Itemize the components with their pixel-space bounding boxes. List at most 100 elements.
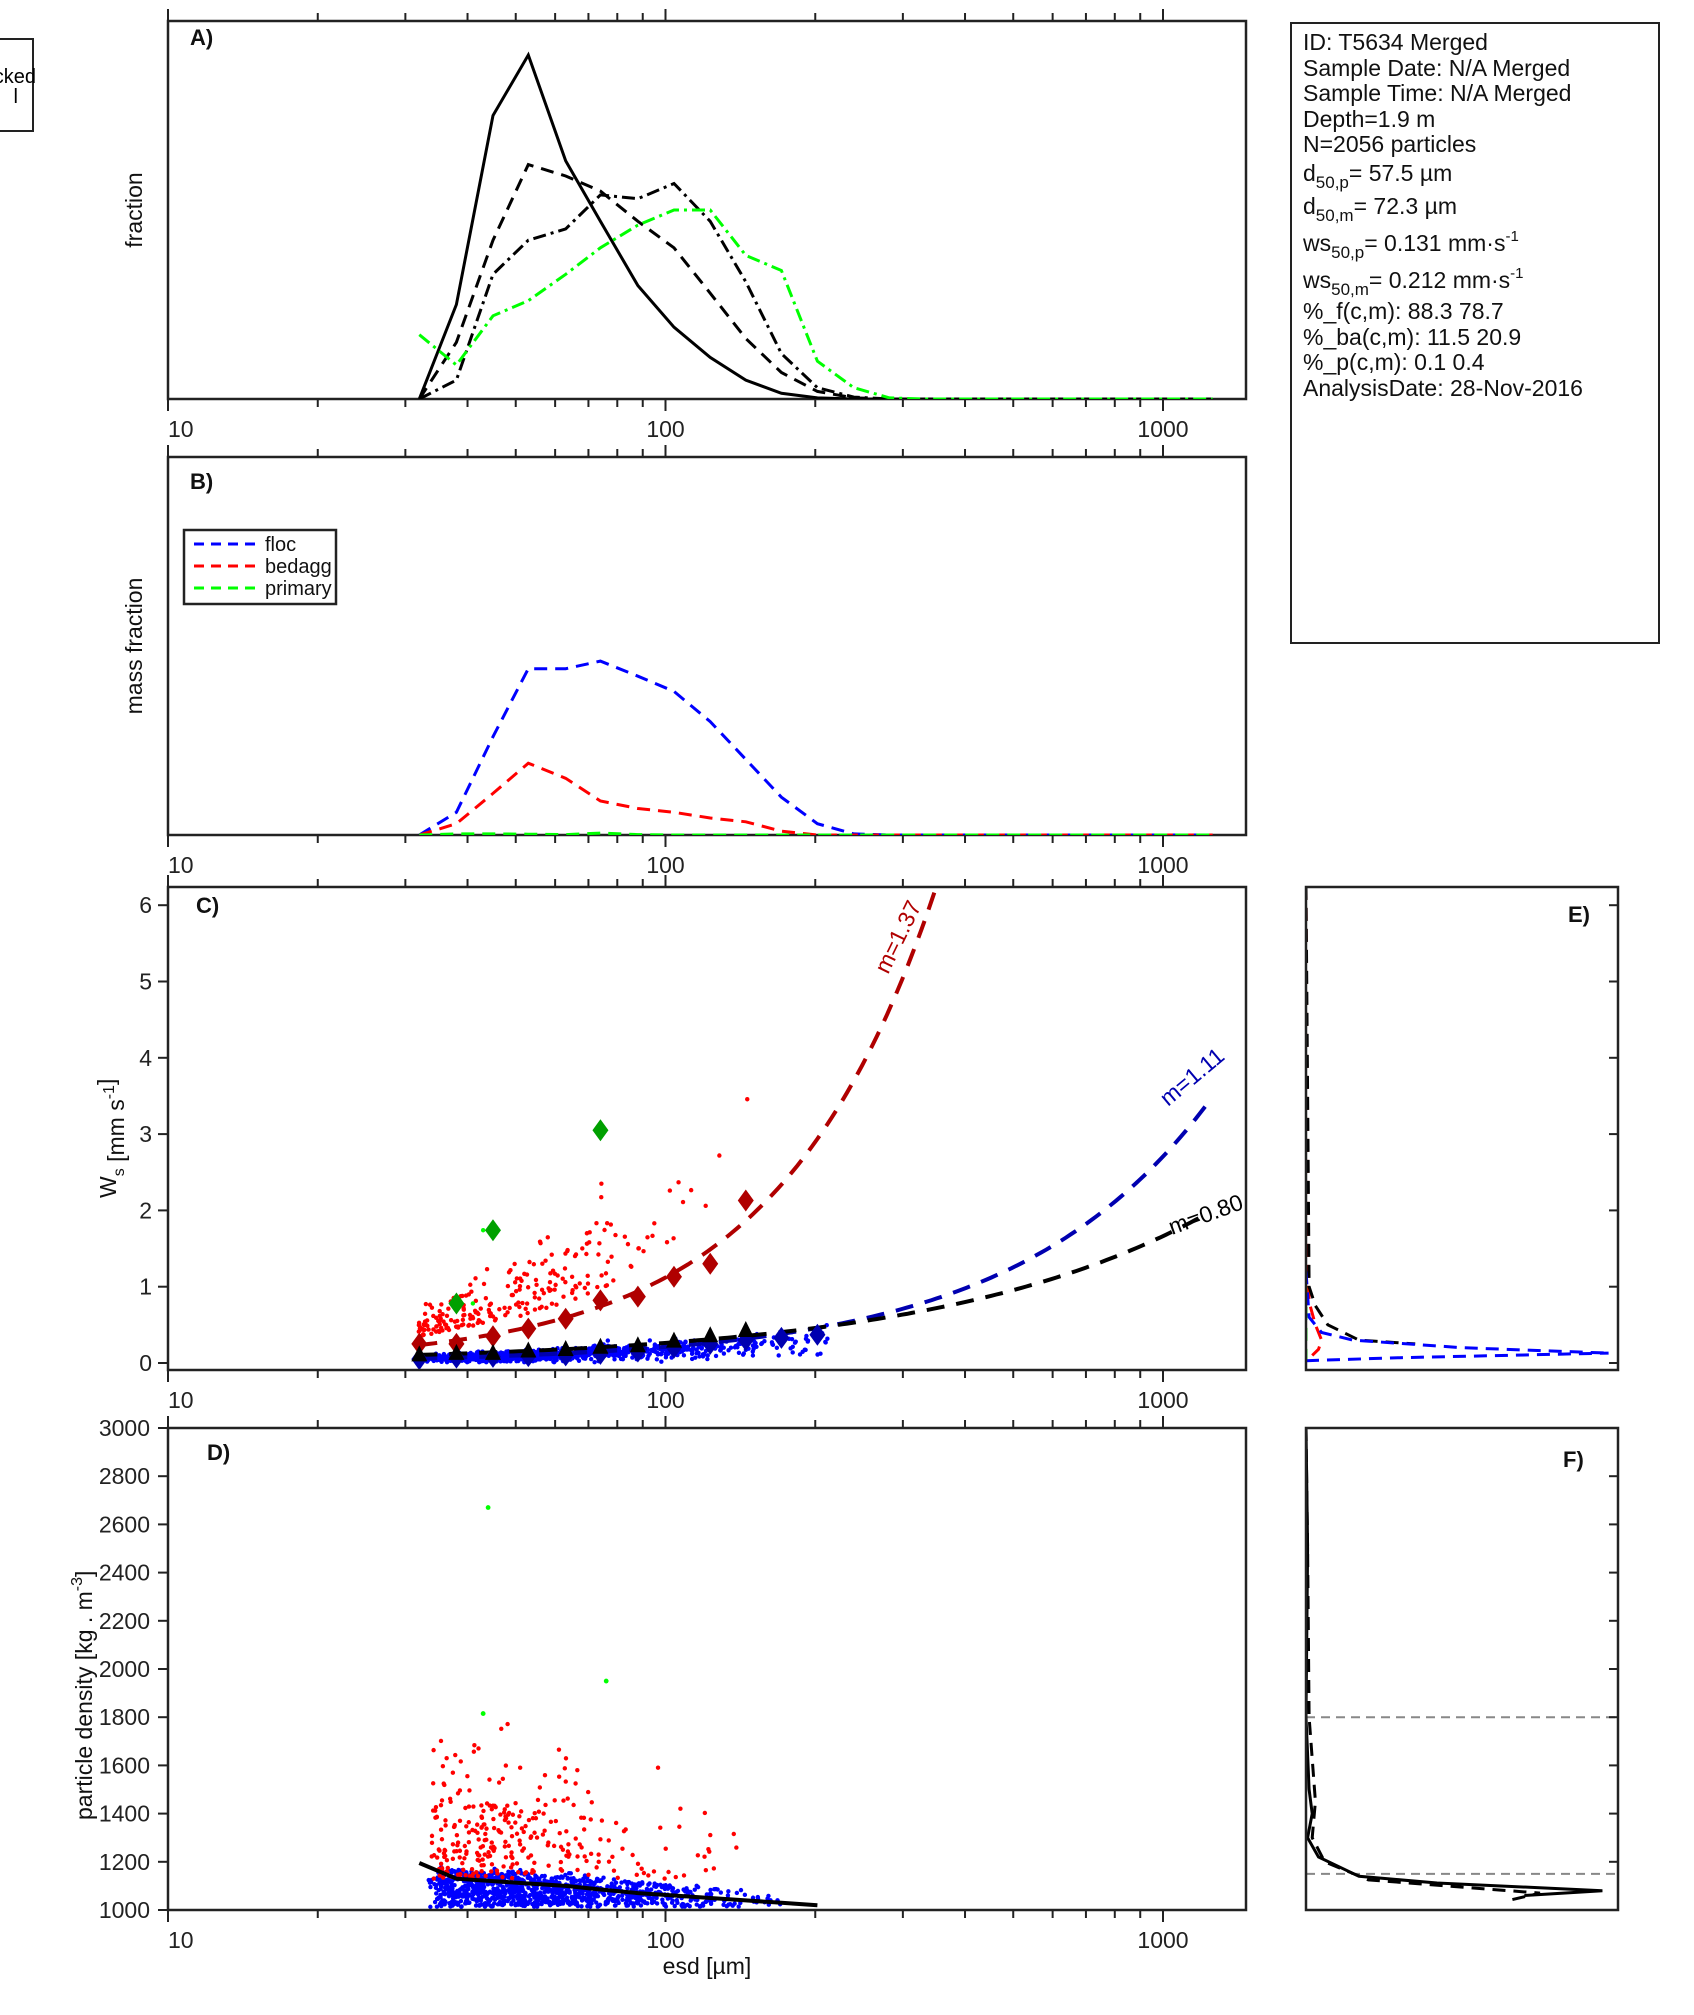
bedagg-point bbox=[615, 1875, 620, 1881]
floc-point bbox=[484, 1895, 490, 1901]
floc-point bbox=[601, 1875, 606, 1880]
bedagg-point bbox=[588, 1851, 594, 1857]
floc-mean-marker bbox=[809, 1323, 826, 1346]
floc-point bbox=[774, 1345, 780, 1351]
floc-point bbox=[481, 1889, 487, 1895]
bedagg-point bbox=[673, 1874, 678, 1880]
bedagg-point bbox=[452, 1319, 458, 1324]
all-mean-marker bbox=[557, 1340, 574, 1357]
bedagg-point bbox=[611, 1868, 617, 1873]
y-tick-label: 2800 bbox=[99, 1463, 150, 1489]
bedagg-point bbox=[429, 1833, 435, 1839]
bedagg-point bbox=[467, 1873, 473, 1879]
bedagg-point bbox=[467, 1788, 472, 1793]
floc-point bbox=[611, 1877, 617, 1882]
floc-point bbox=[522, 1892, 528, 1898]
bedagg-point bbox=[596, 1252, 601, 1257]
bedagg-point bbox=[641, 1248, 646, 1254]
bedagg-point bbox=[528, 1835, 533, 1840]
floc-point bbox=[718, 1346, 724, 1351]
info-ws50p-symbol: ws bbox=[1303, 229, 1332, 256]
bedagg-point bbox=[450, 1770, 456, 1775]
bedagg-point bbox=[535, 1797, 541, 1803]
bedagg-point bbox=[561, 1294, 566, 1299]
bedagg-point bbox=[621, 1828, 627, 1834]
floc-point bbox=[790, 1350, 795, 1355]
bedagg-point bbox=[533, 1277, 539, 1283]
bedagg-point bbox=[520, 1848, 525, 1853]
bedagg-point bbox=[574, 1285, 579, 1290]
floc-point bbox=[769, 1340, 775, 1345]
info-ws50m-sup: -1 bbox=[1510, 264, 1524, 282]
bedagg-point bbox=[475, 1873, 481, 1879]
panel-a-axes bbox=[166, 19, 1248, 401]
bedagg-point bbox=[580, 1246, 585, 1251]
floc-point bbox=[462, 1888, 467, 1893]
bedagg-point bbox=[440, 1763, 446, 1769]
floc-point bbox=[519, 1893, 524, 1899]
floc-point bbox=[622, 1347, 627, 1353]
floc-point bbox=[532, 1900, 538, 1905]
floc-point bbox=[438, 1883, 444, 1889]
bedagg-point bbox=[559, 1868, 565, 1873]
bedagg-point bbox=[584, 1231, 590, 1236]
floc-point bbox=[696, 1350, 701, 1356]
bedagg-point bbox=[471, 1804, 476, 1809]
bedagg-point bbox=[584, 1241, 590, 1246]
bedagg-point bbox=[524, 1272, 530, 1277]
floc-point bbox=[585, 1904, 590, 1909]
primary-point bbox=[480, 1711, 486, 1716]
bedagg-point bbox=[565, 1796, 570, 1801]
floc-point bbox=[567, 1902, 573, 1907]
bedagg-point bbox=[437, 1308, 442, 1314]
floc-point bbox=[505, 1888, 511, 1893]
bedagg-point bbox=[549, 1301, 555, 1306]
floc-point bbox=[512, 1894, 517, 1899]
floc-point bbox=[519, 1898, 524, 1904]
floc-point bbox=[477, 1903, 482, 1908]
bedagg-point bbox=[481, 1281, 487, 1287]
floc-point bbox=[707, 1891, 713, 1897]
bedagg-point bbox=[585, 1291, 590, 1296]
bedagg-point bbox=[585, 1789, 591, 1795]
bedagg-point bbox=[513, 1800, 518, 1806]
floc-point bbox=[584, 1898, 589, 1903]
floc-point bbox=[587, 1892, 592, 1897]
bedagg-point bbox=[539, 1287, 545, 1293]
floc-point bbox=[694, 1883, 699, 1889]
floc-point bbox=[439, 1903, 444, 1909]
y-axis-label: Ws [mm s-1] bbox=[93, 1079, 129, 1198]
floc-point bbox=[577, 1878, 582, 1883]
bedagg-point bbox=[429, 1854, 434, 1859]
floc-point bbox=[532, 1891, 537, 1896]
bedagg-point bbox=[546, 1863, 551, 1868]
floc-point bbox=[509, 1887, 514, 1892]
bedagg-point bbox=[507, 1305, 512, 1311]
bedagg-point bbox=[605, 1259, 611, 1265]
bedagg-point bbox=[417, 1326, 423, 1331]
bedagg-point bbox=[479, 1803, 484, 1808]
bedagg-point bbox=[677, 1824, 682, 1829]
bedagg-point bbox=[595, 1284, 600, 1290]
floc-point bbox=[539, 1873, 545, 1879]
bedagg-point bbox=[486, 1307, 492, 1313]
floc-point bbox=[539, 1901, 544, 1907]
bedagg-point bbox=[436, 1318, 441, 1324]
bedagg-point bbox=[471, 1749, 477, 1754]
panel-label: B) bbox=[190, 469, 213, 494]
bedagg-point bbox=[462, 1843, 468, 1849]
y-axis-label-ylabel_sub: s bbox=[111, 1168, 128, 1176]
floc-point bbox=[547, 1900, 553, 1906]
floc-point bbox=[632, 1882, 637, 1887]
floc-point bbox=[576, 1358, 582, 1363]
bedagg-point bbox=[425, 1323, 430, 1328]
bedagg-point bbox=[573, 1296, 578, 1301]
bedagg-point bbox=[466, 1323, 471, 1328]
bedagg-point bbox=[533, 1816, 539, 1821]
floc-point bbox=[594, 1878, 599, 1884]
bedagg-point bbox=[429, 1331, 434, 1336]
floc-point bbox=[520, 1887, 525, 1893]
floc-point bbox=[732, 1901, 737, 1906]
floc-point bbox=[693, 1355, 698, 1360]
floc-point bbox=[823, 1339, 828, 1345]
